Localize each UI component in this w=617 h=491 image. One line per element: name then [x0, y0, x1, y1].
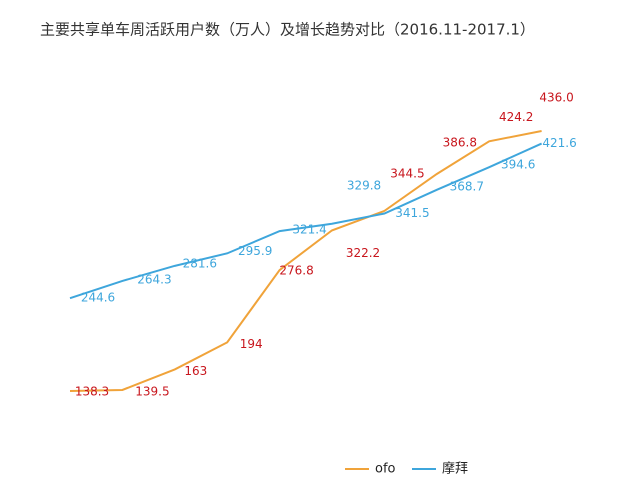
data-label: 163: [184, 364, 207, 378]
data-label: 194: [240, 337, 263, 351]
data-label: 344.5: [390, 166, 424, 180]
data-label: 424.2: [499, 110, 533, 124]
data-label: 368.7: [450, 179, 484, 193]
data-label: 276.8: [279, 264, 313, 278]
data-label: 421.6: [542, 136, 576, 150]
series-line: [69, 142, 543, 300]
data-label: 436.0: [539, 91, 573, 105]
data-label: 139.5: [135, 384, 169, 398]
data-label: 281.6: [183, 256, 217, 270]
data-label: 394.6: [501, 158, 535, 172]
series-line: [69, 130, 542, 392]
data-label: 321.4: [292, 223, 326, 237]
data-label: 138.3: [75, 385, 109, 399]
data-label: 386.8: [443, 135, 477, 149]
chart-title: 主要共享单车周活跃用户数（万人）及增长趋势对比（2016.11-2017.1）: [40, 21, 535, 39]
data-label: 341.5: [395, 206, 429, 220]
data-label: 264.3: [137, 272, 171, 286]
data-label: 244.6: [81, 291, 115, 305]
data-label: 329.8: [347, 178, 381, 192]
data-label: 322.2: [346, 246, 380, 260]
data-label: 295.9: [238, 244, 272, 258]
legend-label: 摩拜: [442, 461, 468, 477]
legend-label: ofo: [375, 462, 396, 477]
